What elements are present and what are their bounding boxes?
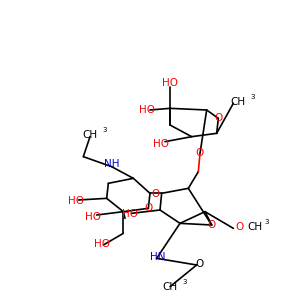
Text: O: O: [195, 259, 203, 269]
Text: HO: HO: [85, 212, 101, 222]
Text: O: O: [208, 220, 216, 230]
Text: O: O: [214, 113, 223, 123]
Text: O: O: [152, 189, 160, 199]
Text: CH: CH: [231, 97, 246, 107]
Text: HN: HN: [150, 252, 165, 262]
Text: HO: HO: [153, 139, 169, 149]
Text: 3: 3: [250, 94, 255, 100]
Text: 3: 3: [182, 279, 187, 285]
Text: CH: CH: [162, 282, 178, 292]
Text: HO: HO: [94, 239, 110, 249]
Text: O: O: [196, 148, 204, 158]
Text: HO: HO: [162, 78, 178, 88]
Text: HO: HO: [68, 196, 84, 206]
Text: NH: NH: [104, 159, 119, 169]
Text: 3: 3: [102, 127, 106, 133]
Text: HO: HO: [139, 105, 155, 115]
Text: O: O: [144, 203, 152, 213]
Text: HO: HO: [122, 209, 138, 219]
Text: 3: 3: [264, 219, 268, 225]
Text: O: O: [236, 222, 244, 232]
Text: CH: CH: [82, 130, 98, 140]
Text: CH: CH: [248, 222, 263, 232]
